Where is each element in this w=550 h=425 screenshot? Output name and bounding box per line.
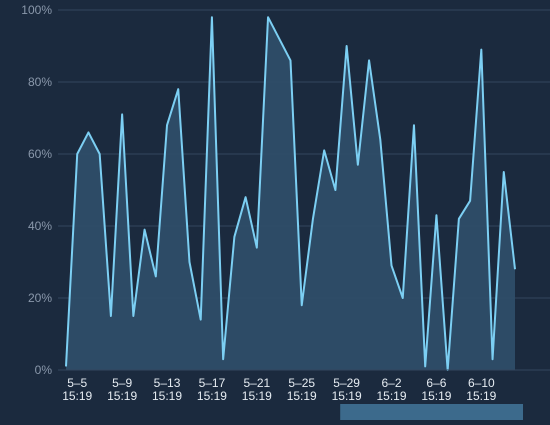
data-point[interactable] [130, 313, 136, 319]
zoom-slider[interactable] [340, 404, 523, 420]
data-point[interactable] [186, 259, 192, 265]
data-point[interactable] [422, 363, 428, 369]
x-tick-date: 5–29 [333, 376, 360, 390]
data-point[interactable] [119, 111, 125, 117]
data-point[interactable] [74, 151, 80, 157]
x-tick-time: 15:19 [421, 389, 451, 403]
x-tick-time: 15:19 [197, 389, 227, 403]
series-area [66, 17, 515, 370]
data-point[interactable] [456, 216, 462, 222]
y-tick-label: 0% [35, 363, 53, 377]
plot-area [58, 14, 550, 371]
data-point[interactable] [478, 47, 484, 53]
x-tick-time: 15:19 [287, 389, 317, 403]
data-point[interactable] [467, 198, 473, 204]
data-point[interactable] [344, 43, 350, 49]
data-point[interactable] [411, 122, 417, 128]
x-tick-time: 15:19 [152, 389, 182, 403]
data-point[interactable] [389, 263, 395, 269]
x-tick-date: 6–10 [468, 376, 495, 390]
x-tick-time: 15:19 [242, 389, 272, 403]
data-point[interactable] [501, 169, 507, 175]
data-point[interactable] [355, 162, 361, 168]
x-tick-date: 5–21 [243, 376, 270, 390]
x-tick-date: 5–13 [154, 376, 181, 390]
y-tick-label: 40% [28, 219, 52, 233]
x-tick-time: 15:19 [62, 389, 92, 403]
data-point[interactable] [377, 137, 383, 143]
y-axis: 0% 20% 40% 60% 80% 100% [21, 3, 52, 377]
x-tick-date: 6–6 [426, 376, 446, 390]
x-tick-date: 6–2 [382, 376, 402, 390]
data-point[interactable] [231, 234, 237, 240]
zoom-slider-window[interactable] [340, 404, 523, 420]
data-point[interactable] [153, 273, 159, 279]
data-point[interactable] [85, 129, 91, 135]
x-tick-date: 5–17 [199, 376, 226, 390]
data-point[interactable] [220, 356, 226, 362]
data-point[interactable] [108, 313, 114, 319]
data-point[interactable] [265, 14, 271, 20]
data-point[interactable] [243, 194, 249, 200]
data-point[interactable] [198, 317, 204, 323]
data-point[interactable] [97, 151, 103, 157]
data-point[interactable] [175, 86, 181, 92]
x-tick-date: 5–9 [112, 376, 132, 390]
data-point[interactable] [209, 14, 215, 20]
x-tick-time: 15:19 [466, 389, 496, 403]
data-point[interactable] [366, 57, 372, 63]
x-axis: 5–515:195–915:195–1315:195–1715:195–2115… [62, 376, 496, 403]
data-point[interactable] [321, 147, 327, 153]
y-tick-label: 80% [28, 75, 52, 89]
data-point[interactable] [276, 36, 282, 42]
x-tick-time: 15:19 [332, 389, 362, 403]
y-tick-label: 20% [28, 291, 52, 305]
data-point[interactable] [288, 57, 294, 63]
x-tick-time: 15:19 [377, 389, 407, 403]
data-point[interactable] [433, 212, 439, 218]
data-point[interactable] [490, 356, 496, 362]
data-point[interactable] [512, 266, 518, 272]
data-point[interactable] [299, 302, 305, 308]
series-line [65, 16, 516, 371]
data-point[interactable] [332, 187, 338, 193]
data-point[interactable] [254, 245, 260, 251]
x-tick-date: 5–25 [288, 376, 315, 390]
x-tick-date: 5–5 [67, 376, 87, 390]
data-point[interactable] [63, 363, 69, 369]
data-point[interactable] [400, 295, 406, 301]
y-tick-label: 60% [28, 147, 52, 161]
data-point[interactable] [142, 227, 148, 233]
x-tick-time: 15:19 [107, 389, 137, 403]
data-point[interactable] [310, 216, 316, 222]
y-tick-label: 100% [21, 3, 52, 17]
data-point[interactable] [164, 122, 170, 128]
